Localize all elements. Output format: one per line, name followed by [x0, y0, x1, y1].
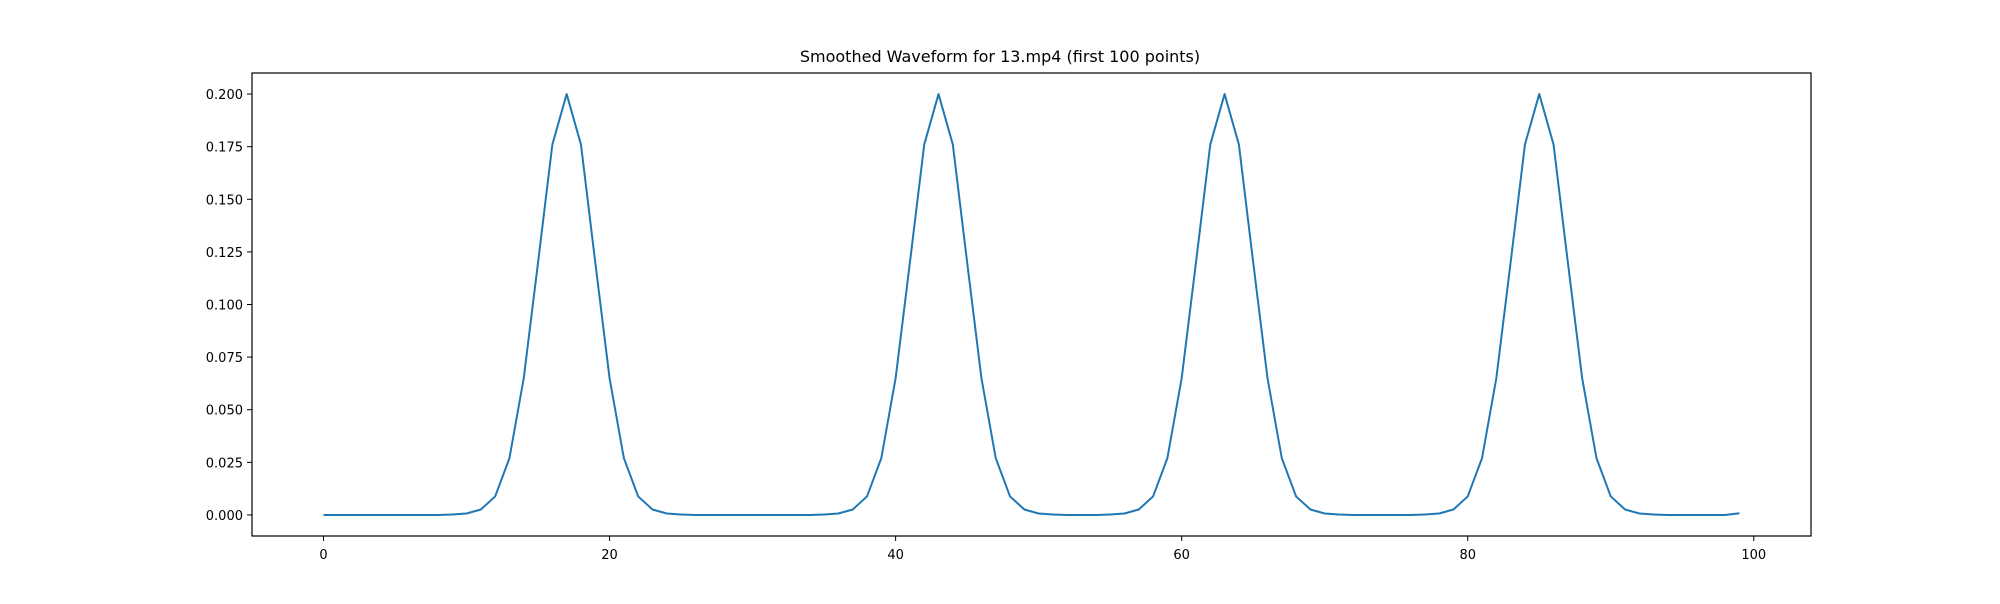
y-tick-label: 0.025: [206, 456, 243, 471]
y-tick-label: 0.200: [206, 88, 243, 103]
y-tick-label: 0.125: [206, 246, 243, 261]
y-tick-label: 0.150: [206, 193, 243, 208]
x-tick-label: 100: [1741, 548, 1766, 563]
x-tick-label: 0: [319, 548, 327, 563]
chart-title: Smoothed Waveform for 13.mp4 (first 100 …: [800, 47, 1200, 66]
y-tick-label: 0.000: [206, 509, 243, 524]
x-tick-label: 20: [601, 548, 618, 563]
x-tick-label: 60: [1173, 548, 1190, 563]
x-tick-label: 80: [1459, 548, 1476, 563]
y-tick-label: 0.050: [206, 404, 243, 419]
y-tick-label: 0.175: [206, 141, 243, 156]
plot-area: 0 20 40 60 80 100 0.000 0.025 0.050 0.075 0.100 0.1…: [206, 72, 1812, 563]
y-tick-label: 0.100: [206, 299, 243, 314]
y-tick-label: 0.075: [206, 351, 243, 366]
x-tick-label: 40: [887, 548, 904, 563]
series-line-0: [323, 93, 1740, 516]
